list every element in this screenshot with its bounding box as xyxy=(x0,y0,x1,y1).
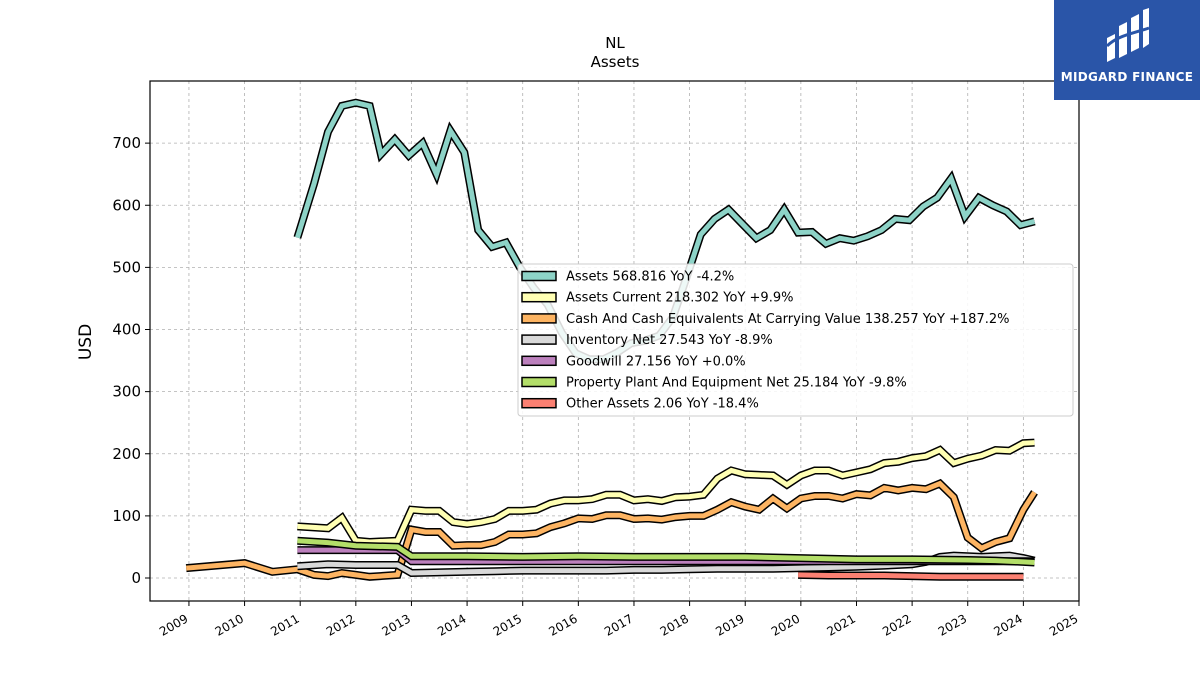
y-tick-label: 700 xyxy=(112,134,141,152)
x-tick-label: 2022 xyxy=(880,611,913,638)
legend-entry: Cash And Cash Equivalents At Carrying Va… xyxy=(566,312,1009,327)
x-tick-label: 2020 xyxy=(769,611,802,638)
chart-title: NL xyxy=(605,34,625,52)
x-tick-label: 2010 xyxy=(213,611,246,638)
legend-entry: Inventory Net 27.543 YoY -8.9% xyxy=(566,333,773,348)
y-tick-label: 600 xyxy=(112,196,141,214)
plot-frame xyxy=(149,80,1080,602)
y-tick-label: 200 xyxy=(112,445,141,463)
x-tick-label: 2018 xyxy=(658,611,691,638)
x-tick-label: 2019 xyxy=(713,611,746,638)
x-tick-label: 2015 xyxy=(491,611,524,638)
y-tick-label: 100 xyxy=(112,507,141,525)
legend-entry: Goodwill 27.156 YoY +0.0% xyxy=(566,354,746,369)
y-tick-label: 400 xyxy=(112,321,141,339)
legend-swatch xyxy=(521,313,557,324)
legend: Assets 568.816 YoY -4.2% Assets Current 2… xyxy=(517,263,1074,417)
legend-box xyxy=(517,263,1074,417)
logo-text: MIDGARD FINANCE xyxy=(1060,70,1194,84)
series-line xyxy=(297,440,1035,545)
y-tick-label: 0 xyxy=(131,569,141,587)
y-axis: 0 100 200 300 400 500 600 700 xyxy=(112,134,150,587)
legend-swatch xyxy=(521,397,557,409)
x-tick-label: 2024 xyxy=(991,611,1024,638)
legend-swatch xyxy=(521,355,557,367)
legend-entry: Assets 568.816 YoY -4.2% xyxy=(566,270,734,285)
legend-entry: Assets Current 218.302 YoY +9.9% xyxy=(566,291,793,306)
x-tick-label: 2021 xyxy=(825,611,858,638)
legend-entry: Property Plant And Equipment Net 25.184 … xyxy=(566,376,907,391)
legend-swatch xyxy=(521,376,557,388)
brand-logo: MIDGARD FINANCE xyxy=(1054,0,1200,100)
legend-swatch xyxy=(521,291,557,303)
legend-entry: Other Assets 2.06 YoY -18.4% xyxy=(566,397,759,412)
y-tick-label: 300 xyxy=(112,383,141,401)
series-line xyxy=(297,538,1035,565)
x-tick-label: 2017 xyxy=(602,611,635,638)
y-axis-label: USD xyxy=(76,324,96,360)
y-tick-label: 500 xyxy=(112,258,141,276)
x-tick-label: 2025 xyxy=(1047,611,1080,638)
legend-swatch xyxy=(521,334,557,345)
chart-subtitle: Assets xyxy=(591,53,640,71)
x-tick-label: 2009 xyxy=(157,611,190,638)
x-tick-label: 2014 xyxy=(435,611,468,638)
x-tick-label: 2011 xyxy=(268,611,301,638)
x-tick-label: 2023 xyxy=(936,611,969,638)
logo-mark-icon xyxy=(1105,8,1150,62)
x-axis: 2009 2010 2011 2012 2013 2014 2015 2016 2017 2018… xyxy=(157,601,1081,639)
x-tick-label: 2016 xyxy=(546,611,579,638)
x-tick-label: 2013 xyxy=(380,611,413,638)
legend-swatch xyxy=(521,270,557,282)
series-line xyxy=(798,572,1024,580)
x-tick-label: 2012 xyxy=(324,611,357,638)
